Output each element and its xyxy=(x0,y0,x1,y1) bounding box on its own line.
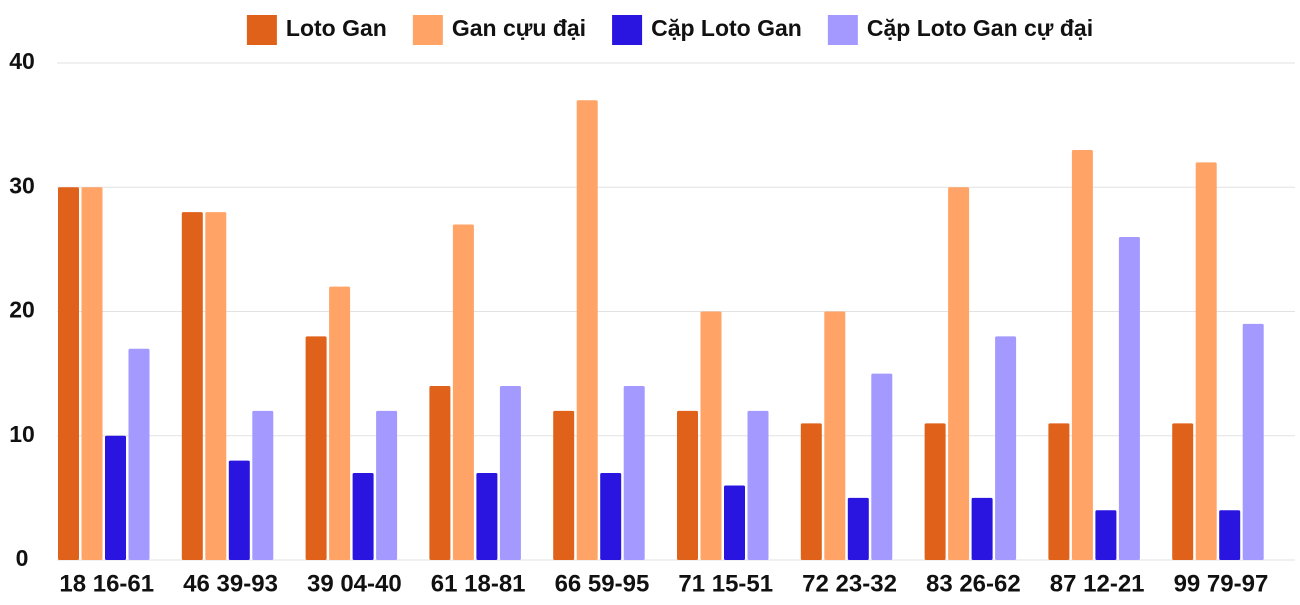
bar xyxy=(724,485,745,560)
bar xyxy=(847,497,869,560)
bar xyxy=(228,460,250,560)
legend-label: Loto Gan xyxy=(286,15,387,41)
y-tick-label: 10 xyxy=(9,421,35,447)
bar xyxy=(1118,236,1140,560)
x-tick-label: 99 79-97 xyxy=(1174,570,1269,597)
bar xyxy=(58,187,79,560)
x-tick-label: 61 18-81 xyxy=(431,570,526,597)
x-tick-label: 72 23-32 xyxy=(802,570,897,597)
bar xyxy=(824,311,846,560)
bar xyxy=(700,311,722,560)
legend-label: Cặp Loto Gan cự đại xyxy=(867,15,1093,41)
legend-label: Gan cựu đại xyxy=(452,15,586,41)
bar xyxy=(1242,323,1264,560)
bar xyxy=(623,386,645,560)
bar xyxy=(800,423,822,560)
y-tick-label: 0 xyxy=(16,545,29,571)
legend-swatch xyxy=(612,15,643,45)
x-tick-label: 39 04-40 xyxy=(307,570,402,597)
bar xyxy=(1195,162,1217,560)
bar xyxy=(677,410,698,560)
bar xyxy=(429,386,451,560)
bar xyxy=(1048,423,1070,560)
bar xyxy=(553,410,575,560)
bar xyxy=(924,423,946,560)
legend-swatch xyxy=(246,15,277,45)
y-tick-label: 30 xyxy=(9,172,35,198)
y-tick-label: 20 xyxy=(9,297,35,323)
bar xyxy=(128,348,150,560)
bar xyxy=(305,336,327,560)
bar xyxy=(1172,423,1194,560)
legend-swatch xyxy=(827,15,858,45)
bar xyxy=(352,473,374,560)
legend-swatch xyxy=(412,15,443,45)
bar xyxy=(1095,510,1117,560)
bar xyxy=(995,336,1017,560)
bar xyxy=(576,100,598,561)
bar xyxy=(871,373,893,560)
legend-label: Cặp Loto Gan xyxy=(651,15,802,41)
bar xyxy=(747,410,769,560)
bar xyxy=(1219,510,1241,560)
bar xyxy=(252,410,274,560)
x-tick-label: 18 16-61 xyxy=(59,570,154,597)
bar xyxy=(205,212,227,560)
bar xyxy=(181,212,203,560)
bar xyxy=(476,473,498,560)
bar xyxy=(1071,149,1093,560)
bar xyxy=(376,410,398,560)
x-tick-label: 71 15-51 xyxy=(678,570,773,597)
bar xyxy=(600,473,622,560)
x-tick-label: 46 39-93 xyxy=(183,570,278,597)
bar xyxy=(499,386,521,560)
x-tick-label: 83 26-62 xyxy=(926,570,1021,597)
x-tick-label: 66 59-95 xyxy=(555,570,650,597)
bar xyxy=(329,286,351,560)
y-tick-label: 40 xyxy=(9,48,35,74)
bar xyxy=(948,187,970,560)
bar xyxy=(452,224,474,560)
bar xyxy=(971,497,993,560)
bar xyxy=(105,435,126,560)
x-tick-label: 87 12-21 xyxy=(1050,570,1145,597)
bar xyxy=(81,187,103,560)
